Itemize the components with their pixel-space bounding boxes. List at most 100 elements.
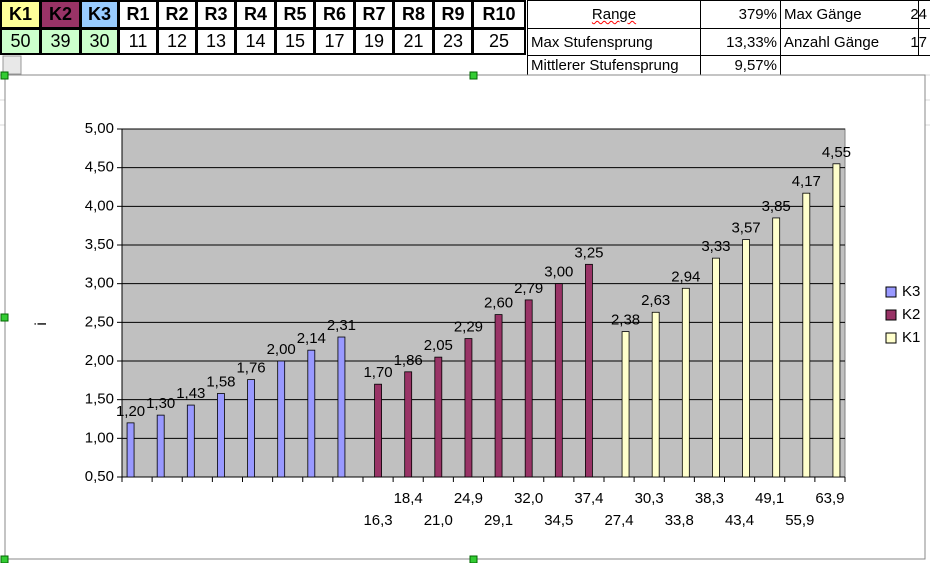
y-tick-label: 5,00: [85, 120, 114, 137]
x-tick-label: 49,1: [755, 490, 784, 507]
value-cell[interactable]: 13: [196, 28, 236, 55]
data-label: 2,31: [327, 317, 356, 334]
value-cell[interactable]: 23: [433, 28, 473, 55]
header-cell[interactable]: K1: [0, 0, 41, 29]
data-label: 2,60: [484, 295, 513, 312]
bar: [464, 338, 473, 478]
bar: [277, 360, 286, 478]
value-cell[interactable]: 12: [157, 28, 197, 55]
header-cell[interactable]: R4: [235, 0, 276, 29]
legend-label: K1: [902, 329, 920, 346]
handle[interactable]: [469, 71, 478, 80]
bar: [494, 314, 503, 478]
value-cell[interactable]: 19: [354, 28, 394, 55]
x-tick-label: 37,4: [574, 490, 603, 507]
y-tick-label: 2,50: [85, 313, 114, 330]
x-tick-label: 24,9: [454, 490, 483, 507]
y-tick-label: 3,50: [85, 236, 114, 253]
data-label: 4,17: [792, 173, 821, 190]
value-cell[interactable]: 21: [393, 28, 434, 55]
x-tick-label: 18,4: [394, 490, 423, 507]
x-tick-label: 16,3: [363, 512, 392, 529]
bar: [404, 371, 413, 478]
value-cell[interactable]: 50: [0, 28, 41, 55]
bar: [156, 414, 165, 478]
bar: [802, 192, 811, 478]
bar: [307, 349, 316, 478]
data-label: 4,55: [822, 144, 851, 161]
y-tick-label: 4,50: [85, 159, 114, 176]
y-tick-label: 2,00: [85, 352, 114, 369]
x-tick-label: 32,0: [514, 490, 543, 507]
y-tick-label: 4,00: [85, 197, 114, 214]
x-tick-label: 55,9: [785, 512, 814, 529]
anchor-icon[interactable]: [2, 55, 22, 75]
x-tick-label: 43,4: [725, 512, 754, 529]
bar: [554, 283, 563, 478]
y-tick-label: 0,50: [85, 468, 114, 485]
y-tick-label: 1,00: [85, 429, 114, 446]
value-cell[interactable]: 14: [235, 28, 276, 55]
data-label: 2,63: [641, 292, 670, 309]
legend-swatch: [885, 286, 897, 298]
data-label: 2,94: [671, 268, 700, 285]
bar: [832, 163, 841, 478]
bar: [621, 331, 630, 478]
data-label: 1,70: [363, 364, 392, 381]
header-cell[interactable]: K2: [40, 0, 81, 29]
plot-area: [121, 128, 846, 478]
y-tick-label: 3,00: [85, 275, 114, 292]
data-label: 2,29: [454, 319, 483, 336]
x-tick-label: 38,3: [695, 490, 724, 507]
data-label: 3,33: [701, 238, 730, 255]
data-label: 2,05: [424, 337, 453, 354]
header-cell[interactable]: R9: [433, 0, 473, 29]
handle[interactable]: [0, 313, 9, 322]
x-tick-label: 33,8: [665, 512, 694, 529]
data-label: 1,20: [116, 403, 145, 420]
handle[interactable]: [0, 555, 9, 563]
x-tick-label: 34,5: [544, 512, 573, 529]
data-label: 1,58: [206, 373, 235, 390]
header-cell[interactable]: R1: [118, 0, 158, 29]
handle[interactable]: [0, 71, 9, 80]
bar: [374, 383, 382, 478]
data-label: 2,00: [267, 341, 296, 358]
data-label: 2,79: [514, 280, 543, 297]
legend-label: K2: [902, 306, 920, 323]
x-tick-label: 21,0: [424, 512, 453, 529]
bar: [681, 287, 690, 478]
data-label: 2,38: [611, 312, 640, 329]
bar: [217, 393, 225, 478]
x-tick-label: 63,9: [815, 490, 844, 507]
bar: [585, 263, 593, 478]
bar: [186, 404, 195, 478]
data-label: 1,30: [146, 395, 175, 412]
bar: [712, 257, 720, 478]
legend-swatch: [885, 332, 897, 344]
data-label: 1,43: [176, 385, 205, 402]
value-cell[interactable]: 25: [472, 28, 526, 55]
data-label: 1,76: [236, 360, 265, 377]
bar: [126, 422, 135, 478]
data-label: 3,25: [574, 244, 603, 261]
legend-swatch: [885, 309, 897, 321]
x-tick-label: 30,3: [635, 490, 664, 507]
bar: [247, 379, 255, 478]
header-cell[interactable]: K3: [80, 0, 119, 29]
x-tick-label: 29,1: [484, 512, 513, 529]
value-cell[interactable]: 11: [118, 28, 158, 55]
value-cell[interactable]: 17: [314, 28, 355, 55]
legend-label: K3: [902, 283, 920, 300]
bar: [772, 217, 781, 478]
handle[interactable]: [469, 555, 478, 563]
bar: [742, 239, 750, 478]
bar: [651, 311, 660, 478]
data-label: 3,57: [731, 220, 760, 237]
header-cell[interactable]: R6: [314, 0, 355, 29]
bar: [524, 299, 533, 478]
bar: [337, 336, 346, 478]
y-axis-label: i: [33, 322, 50, 326]
